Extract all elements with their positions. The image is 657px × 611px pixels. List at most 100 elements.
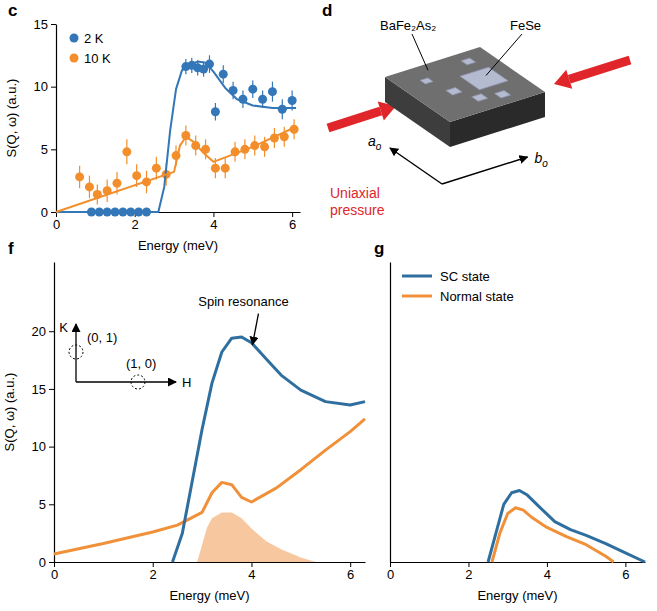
point bbox=[268, 87, 277, 96]
legend: 2 K10 K bbox=[70, 31, 112, 66]
x-axis-title: Energy (meV) bbox=[169, 588, 249, 603]
label: FeSe bbox=[510, 18, 541, 33]
annotation-arrow bbox=[252, 314, 258, 345]
x-tick: 4 bbox=[210, 212, 217, 232]
point bbox=[113, 179, 122, 188]
pressure-arrow bbox=[569, 60, 630, 79]
crystal-axis bbox=[390, 148, 442, 184]
axis-label: bo bbox=[535, 150, 549, 169]
x-axis-title: Energy (meV) bbox=[138, 238, 218, 253]
substrate-top bbox=[385, 47, 545, 122]
pressure-label: Uniaxialpressure bbox=[330, 185, 385, 218]
chart-panel: f024605101520Energy (meV)S(Q, ω) (a.u.)S… bbox=[2, 239, 366, 603]
legend-label: 2 K bbox=[84, 31, 104, 46]
plot-area bbox=[56, 55, 299, 216]
x-tick: 6 bbox=[347, 562, 354, 582]
inset-axis bbox=[75, 324, 76, 382]
x-tick: 4 bbox=[544, 562, 551, 582]
error-bars bbox=[91, 55, 292, 215]
x-tick-label: 4 bbox=[210, 217, 217, 232]
y-tick-label: 5 bbox=[39, 497, 46, 512]
area bbox=[197, 512, 315, 562]
line bbox=[56, 127, 296, 212]
point bbox=[122, 147, 131, 156]
y-tick: 5 bbox=[41, 142, 56, 157]
x-tick-label: 0 bbox=[53, 217, 60, 232]
point bbox=[75, 172, 84, 181]
y-tick: 5 bbox=[39, 497, 54, 512]
y-axis-title: S(Q, ω) (a.u.) bbox=[4, 79, 19, 158]
y-tick-mark bbox=[49, 389, 54, 390]
point bbox=[211, 107, 220, 116]
points bbox=[87, 60, 297, 217]
inset-point bbox=[69, 345, 83, 359]
leader bbox=[412, 34, 428, 70]
flake bbox=[472, 94, 488, 102]
x-tick-label: 6 bbox=[622, 567, 629, 582]
x-tick: 6 bbox=[622, 562, 629, 582]
flake bbox=[461, 58, 475, 65]
x-tick: 4 bbox=[248, 562, 255, 582]
line bbox=[172, 337, 365, 562]
y-axis-line bbox=[54, 263, 55, 563]
x-tick-label: 6 bbox=[347, 567, 354, 582]
y-tick: 15 bbox=[32, 382, 54, 397]
x-tick-label: 2 bbox=[465, 567, 472, 582]
inset-label: (1, 0) bbox=[126, 356, 156, 371]
y-tick: 10 bbox=[32, 439, 54, 454]
legend-label: Normal state bbox=[440, 289, 514, 304]
inset-label: H bbox=[182, 375, 191, 390]
y-axis bbox=[390, 263, 391, 563]
plot-area bbox=[54, 337, 365, 562]
chart-panel: c0246051015Energy (meV)S(Q, ω) (a.u.)2 K… bbox=[4, 1, 301, 253]
point bbox=[132, 171, 141, 180]
point bbox=[211, 164, 220, 173]
x-tick: 0 bbox=[387, 562, 394, 582]
flake bbox=[420, 78, 433, 84]
point bbox=[85, 182, 94, 191]
x-axis-line bbox=[391, 562, 646, 563]
inset-label: K bbox=[59, 320, 68, 335]
flake bbox=[446, 88, 462, 96]
legend-line bbox=[402, 275, 432, 278]
axis-label-sub: o bbox=[376, 141, 382, 152]
x-axis: 0246 bbox=[51, 562, 366, 582]
legend-label: SC state bbox=[440, 269, 490, 284]
x-axis-line bbox=[55, 562, 366, 563]
y-axis: 051015 bbox=[34, 17, 57, 220]
label: BaFe₂As₂ bbox=[380, 18, 436, 33]
y-tick-mark bbox=[49, 562, 54, 563]
inset: K H (0, 1) (1, 0) bbox=[59, 320, 191, 390]
inset-label: (0, 1) bbox=[87, 330, 117, 345]
inset-point bbox=[131, 375, 145, 389]
line bbox=[488, 490, 645, 562]
x-tick: 6 bbox=[289, 212, 296, 232]
y-tick-label: 20 bbox=[32, 324, 46, 339]
x-axis: 0 2 4 6 bbox=[387, 562, 646, 582]
legend-line bbox=[402, 295, 432, 298]
y-tick-label: 15 bbox=[32, 382, 46, 397]
chart-panel: g0246Energy (meV)SC stateNormal state bbox=[374, 239, 646, 603]
y-tick-mark bbox=[49, 447, 54, 448]
point bbox=[221, 164, 230, 173]
y-tick-label: 0 bbox=[41, 205, 48, 220]
axis-label-sub: o bbox=[542, 158, 548, 169]
line bbox=[54, 419, 365, 554]
y-tick-label: 5 bbox=[41, 142, 48, 157]
y-tick-mark bbox=[51, 87, 56, 88]
x-tick-label: 2 bbox=[132, 217, 139, 232]
point bbox=[248, 85, 257, 94]
x-tick: 2 bbox=[465, 562, 472, 582]
x-tick-label: 6 bbox=[289, 217, 296, 232]
x-tick: 2 bbox=[150, 562, 157, 582]
panel-letter: f bbox=[8, 239, 14, 258]
y-tick-label: 0 bbox=[39, 555, 46, 570]
pressure-arrow-head bbox=[554, 70, 572, 89]
y-tick: 0 bbox=[41, 205, 56, 220]
legend-marker bbox=[70, 34, 79, 43]
error-bars bbox=[80, 119, 294, 204]
leader bbox=[486, 34, 522, 76]
y-tick-label: 10 bbox=[32, 439, 46, 454]
x-axis-title: Energy (meV) bbox=[477, 588, 557, 603]
y-axis-line bbox=[390, 263, 391, 563]
